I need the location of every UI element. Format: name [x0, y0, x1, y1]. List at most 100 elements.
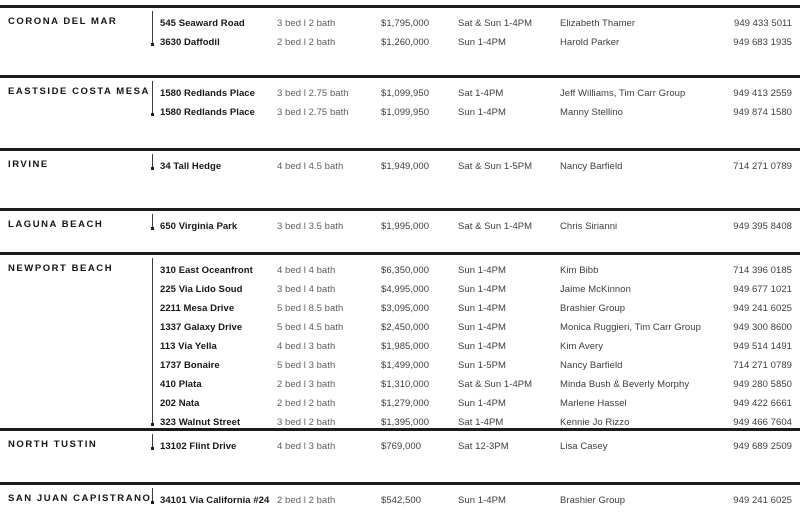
divider-end-cap: [151, 43, 154, 46]
listing-row[interactable]: 650 Virginia Park 3 bed l 3.5 bath $1,995,…: [0, 217, 800, 236]
listing-agent-name: Elizabeth Thamer: [560, 18, 636, 29]
vertical-divider: [151, 154, 154, 170]
listing-agent-name: Nancy Barfield: [560, 161, 623, 172]
listing-rows: 545 Seaward Road 3 bed l 2 bath $1,795,000…: [0, 14, 800, 52]
listing-beds-baths: 3 bed l 2 bath: [277, 417, 336, 428]
listing-agent-phone[interactable]: 949 514 1491: [733, 341, 792, 352]
listing-beds-baths: 4 bed l 4 bath: [277, 265, 336, 276]
listing-price: $769,000: [381, 441, 422, 452]
listing-row[interactable]: 323 Walnut Street 3 bed l 2 bath $1,395,00…: [0, 413, 800, 432]
section-body: IRVINE 34 Tall Hedge 4 bed l 4.5 bath $1,94…: [0, 148, 800, 176]
listing-agent-phone[interactable]: 949 874 1580: [733, 107, 792, 118]
listing-beds-baths: 5 bed l 4.5 bath: [277, 322, 344, 333]
listing-open-house-time: Sun 1-4PM: [458, 322, 506, 333]
listing-row[interactable]: 2211 Mesa Drive 5 bed l 8.5 bath $3,095,00…: [0, 299, 800, 318]
listing-agent-name: Lisa Casey: [560, 441, 608, 452]
listing-agent-phone[interactable]: 714 271 0789: [733, 360, 792, 371]
section-body: EASTSIDE COSTA MESA 1580 Redlands Place 3 …: [0, 75, 800, 122]
listing-address: 1737 Bonaire: [160, 360, 220, 371]
city-name: NORTH TUSTIN: [8, 439, 98, 450]
listing-row[interactable]: 202 Nata 2 bed l 2 bath $1,279,000 Sun 1-4P…: [0, 394, 800, 413]
listing-price: $1,279,000: [381, 398, 430, 409]
listing-address: 13102 Flint Drive: [160, 441, 237, 452]
listing-row[interactable]: 410 Plata 2 bed l 3 bath $1,310,000 Sat & S…: [0, 375, 800, 394]
listing-row[interactable]: 1580 Redlands Place 3 bed l 2.75 bath $1,0…: [0, 84, 800, 103]
city-section: NORTH TUSTIN 13102 Flint Drive 4 bed l 3 b…: [0, 428, 800, 456]
listing-row[interactable]: 1737 Bonaire 5 bed l 3 bath $1,499,000 Sun …: [0, 356, 800, 375]
listing-row[interactable]: 310 East Oceanfront 4 bed l 4 bath $6,350,…: [0, 261, 800, 280]
listing-rows: 650 Virginia Park 3 bed l 3.5 bath $1,995,…: [0, 217, 800, 236]
listing-row[interactable]: 34 Tall Hedge 4 bed l 4.5 bath $1,949,000 S…: [0, 157, 800, 176]
listing-price: $1,795,000: [381, 18, 430, 29]
listing-price: $1,310,000: [381, 379, 430, 390]
listing-address: 1580 Redlands Place: [160, 88, 255, 99]
listing-beds-baths: 2 bed l 2 bath: [277, 398, 336, 409]
listing-open-house-time: Sun 1-4PM: [458, 107, 506, 118]
listing-open-house-time: Sun 1-4PM: [458, 398, 506, 409]
listing-agent-phone[interactable]: 949 677 1021: [733, 284, 792, 295]
listing-row[interactable]: 1580 Redlands Place 3 bed l 2.75 bath $1,0…: [0, 103, 800, 122]
section-divider-rule: [0, 208, 800, 211]
listing-open-house-time: Sun 1-4PM: [458, 265, 506, 276]
vertical-divider: [151, 11, 154, 46]
listing-open-house-time: Sun 1-4PM: [458, 495, 506, 506]
listing-beds-baths: 5 bed l 3 bath: [277, 360, 336, 371]
vertical-divider: [151, 258, 154, 426]
listing-beds-baths: 3 bed l 2 bath: [277, 18, 336, 29]
listing-agent-phone[interactable]: 949 413 2559: [733, 88, 792, 99]
section-divider-rule: [0, 428, 800, 431]
listing-agent-phone[interactable]: 949 241 6025: [733, 495, 792, 506]
listing-agent-name: Jaime McKinnon: [560, 284, 631, 295]
listing-agent-phone[interactable]: 949 683 1935: [733, 37, 792, 48]
listing-row[interactable]: 34101 Via California #24 2 bed l 2 bath $5…: [0, 491, 800, 510]
listing-beds-baths: 4 bed l 3 bath: [277, 441, 336, 452]
listing-row[interactable]: 13102 Flint Drive 4 bed l 3 bath $769,000 S…: [0, 437, 800, 456]
listing-agent-phone[interactable]: 949 689 2509: [733, 441, 792, 452]
listing-address: 34 Tall Hedge: [160, 161, 222, 172]
listing-address: 310 East Oceanfront: [160, 265, 253, 276]
listing-agent-name: Kennie Jo Rizzo: [560, 417, 630, 428]
listing-agent-phone[interactable]: 949 433 5011: [733, 18, 792, 29]
listing-agent-name: Manny Stellino: [560, 107, 624, 118]
listing-row[interactable]: 3630 Daffodil 2 bed l 2 bath $1,260,000 Sun…: [0, 33, 800, 52]
listing-address: 650 Virginia Park: [160, 221, 238, 232]
section-body: NEWPORT BEACH 310 East Oceanfront 4 bed l …: [0, 252, 800, 432]
city-name: IRVINE: [8, 159, 49, 170]
listing-agent-name: Kim Avery: [560, 341, 604, 352]
listing-agent-name: Kim Bibb: [560, 265, 599, 276]
listing-open-house-time: Sat & Sun 1-4PM: [458, 221, 533, 232]
section-divider-rule: [0, 5, 800, 8]
listing-agent-phone[interactable]: 949 300 8600: [733, 322, 792, 333]
listing-agent-phone[interactable]: 714 396 0185: [733, 265, 792, 276]
listing-row[interactable]: 225 Via Lido Soud 3 bed l 4 bath $4,995,00…: [0, 280, 800, 299]
listing-open-house-time: Sun 1-4PM: [458, 284, 506, 295]
city-section: LAGUNA BEACH 650 Virginia Park 3 bed l 3.5…: [0, 208, 800, 236]
city-section: SAN JUAN CAPISTRANO 34101 Via California …: [0, 482, 800, 510]
listing-price: $542,500: [381, 495, 422, 506]
listing-open-house-time: Sun 1-4PM: [458, 303, 506, 314]
listing-agent-phone[interactable]: 949 466 7604: [733, 417, 792, 428]
listing-agent-phone[interactable]: 714 271 0789: [733, 161, 792, 172]
listing-address: 225 Via Lido Soud: [160, 284, 243, 295]
listing-price: $1,499,000: [381, 360, 430, 371]
listing-agent-phone[interactable]: 949 280 5850: [733, 379, 792, 390]
listing-price: $1,099,950: [381, 107, 430, 118]
city-name: LAGUNA BEACH: [8, 219, 104, 230]
listing-agent-name: Brashier Group: [560, 303, 626, 314]
listing-agent-phone[interactable]: 949 422 6661: [733, 398, 792, 409]
vertical-divider: [151, 81, 154, 116]
listing-agent-name: Monica Ruggieri, Tim Carr Group: [560, 322, 701, 333]
listing-agent-phone[interactable]: 949 395 8408: [733, 221, 792, 232]
listing-row[interactable]: 1337 Galaxy Drive 5 bed l 4.5 bath $2,450,…: [0, 318, 800, 337]
city-name: SAN JUAN CAPISTRANO: [8, 493, 152, 504]
listing-row[interactable]: 545 Seaward Road 3 bed l 2 bath $1,795,000…: [0, 14, 800, 33]
city-section: IRVINE 34 Tall Hedge 4 bed l 4.5 bath $1,94…: [0, 148, 800, 176]
section-body: LAGUNA BEACH 650 Virginia Park 3 bed l 3.5…: [0, 208, 800, 236]
listing-address: 323 Walnut Street: [160, 417, 241, 428]
listing-agent-name: Jeff Williams, Tim Carr Group: [560, 88, 686, 99]
listing-row[interactable]: 113 Via Yella 4 bed l 3 bath $1,985,000 Sun…: [0, 337, 800, 356]
listing-price: $1,949,000: [381, 161, 430, 172]
listing-agent-phone[interactable]: 949 241 6025: [733, 303, 792, 314]
listing-price: $1,260,000: [381, 37, 430, 48]
